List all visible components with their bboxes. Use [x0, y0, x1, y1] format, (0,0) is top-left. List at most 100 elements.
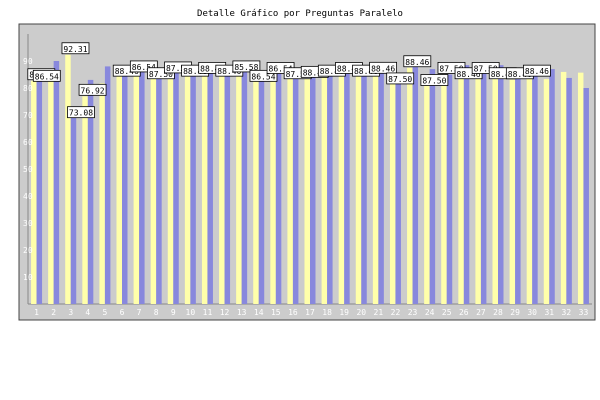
- x-tick-label: 29: [510, 308, 520, 317]
- data-label-box: [67, 106, 95, 119]
- x-tick-label: 28: [493, 308, 503, 317]
- bar-series1-q15: [270, 74, 276, 304]
- x-tick-label: 24: [425, 308, 435, 317]
- data-label: 88.46: [200, 64, 224, 73]
- x-tick-label: 22: [391, 308, 401, 317]
- bar-series2-q4: [87, 79, 94, 305]
- y-tick-label: 20: [23, 246, 33, 255]
- data-label: 87.50: [388, 75, 412, 84]
- bar-series2-q25: [446, 74, 453, 304]
- bar-series2-q7: [139, 66, 145, 305]
- data-label: 88.46: [405, 58, 429, 67]
- x-tick-label: 16: [288, 308, 298, 317]
- bar-series2-q16: [292, 74, 299, 304]
- x-tick-label: 32: [562, 308, 572, 317]
- data-label: 86.54: [132, 63, 156, 72]
- bar-series2-q2: [53, 61, 60, 304]
- data-label: 92.31: [63, 45, 87, 54]
- data-label-box: [403, 55, 432, 68]
- bar-series2-q14: [258, 71, 265, 304]
- data-label: 86.54: [251, 72, 275, 81]
- data-label: 88.46: [337, 65, 361, 74]
- bar-series1-q25: [441, 74, 447, 304]
- x-tick-label: 1: [34, 308, 39, 317]
- x-tick-label: 30: [527, 308, 537, 317]
- x-tick-label: 12: [220, 308, 230, 317]
- bar-series2-q12: [224, 69, 231, 304]
- x-tick-label: 10: [186, 308, 196, 317]
- bar-series1-q20: [355, 65, 362, 304]
- bar-series1-q32: [560, 71, 567, 304]
- bar-series2-q26: [463, 65, 470, 304]
- bar-series1-q24: [424, 74, 430, 304]
- bar-series2-q21: [378, 65, 384, 304]
- x-tick-label: 20: [356, 308, 366, 317]
- bar-series2-q11: [207, 63, 213, 305]
- y-tick-label: 80: [23, 84, 33, 93]
- bar-series2-q3: [70, 106, 77, 305]
- x-tick-label: 14: [254, 308, 264, 317]
- bar-series1-q17: [304, 78, 310, 304]
- x-tick-label: 2: [51, 308, 56, 317]
- bar-series2-q30: [532, 65, 538, 304]
- x-tick-label: 26: [459, 308, 469, 317]
- data-label: 88.46: [354, 67, 378, 76]
- data-label: 86.54: [269, 65, 293, 74]
- x-tick-label: 13: [237, 308, 247, 317]
- bar-series1-q11: [201, 74, 208, 304]
- data-label: 87.50: [422, 77, 446, 86]
- y-tick-label: 40: [23, 192, 33, 201]
- bar-series2-q19: [344, 66, 350, 305]
- y-tick-label: 10: [23, 273, 33, 282]
- data-label: 88.46: [303, 68, 327, 77]
- data-label-box: [386, 72, 415, 85]
- data-label: 88.46: [525, 67, 549, 76]
- bar-series1-q1: [31, 80, 37, 305]
- bar-series1-q31: [543, 79, 550, 305]
- data-label: 87.50: [149, 70, 173, 79]
- bar-series1-q21: [372, 74, 379, 304]
- bar-series2-q32: [566, 77, 572, 305]
- data-label: 88.46: [508, 70, 532, 79]
- bar-series2-q29: [515, 71, 521, 304]
- data-label: 88.46: [457, 70, 481, 79]
- bar-series1-q28: [492, 67, 498, 304]
- data-label: 88.46: [217, 67, 241, 76]
- x-tick-label: 18: [322, 308, 332, 317]
- data-label: 85.58: [234, 63, 258, 72]
- x-tick-label: 19: [339, 308, 349, 317]
- data-label-box: [232, 60, 261, 73]
- data-label: 86.54: [35, 72, 59, 81]
- bar-series2-q10: [190, 66, 196, 305]
- bar-series2-q15: [275, 66, 282, 305]
- bar-series2-q8: [156, 71, 162, 304]
- bar-series1-q27: [475, 74, 481, 304]
- x-tick-label: 8: [154, 308, 159, 317]
- data-label: 87.50: [286, 70, 310, 79]
- bar-series1-q22: [389, 72, 396, 305]
- data-label: 87.50: [439, 64, 463, 73]
- bar-series2-q28: [498, 65, 504, 304]
- bar-series1-q8: [150, 67, 157, 304]
- bar-series2-q24: [429, 69, 436, 304]
- x-tick-label: 9: [171, 308, 176, 317]
- data-label: 87.50: [474, 65, 498, 74]
- bar-series1-q14: [253, 70, 259, 304]
- x-tick-label: 15: [271, 308, 281, 317]
- bar-series1-q12: [219, 65, 225, 304]
- data-label-box: [61, 42, 90, 55]
- data-label-box: [78, 83, 107, 96]
- data-label-box: [523, 64, 551, 77]
- x-tick-label: 7: [137, 308, 142, 317]
- x-tick-label: 25: [442, 308, 452, 317]
- data-label: 88.46: [183, 67, 207, 76]
- bar-series2-q31: [549, 69, 555, 304]
- y-tick-label: 90: [23, 57, 33, 66]
- y-tick-label: 70: [23, 111, 33, 120]
- y-tick-label: 60: [23, 138, 33, 147]
- bar-series1-q2: [48, 70, 54, 304]
- bar-series2-q22: [395, 77, 401, 304]
- x-tick-label: 33: [579, 308, 589, 317]
- bar-series2-q13: [241, 66, 248, 305]
